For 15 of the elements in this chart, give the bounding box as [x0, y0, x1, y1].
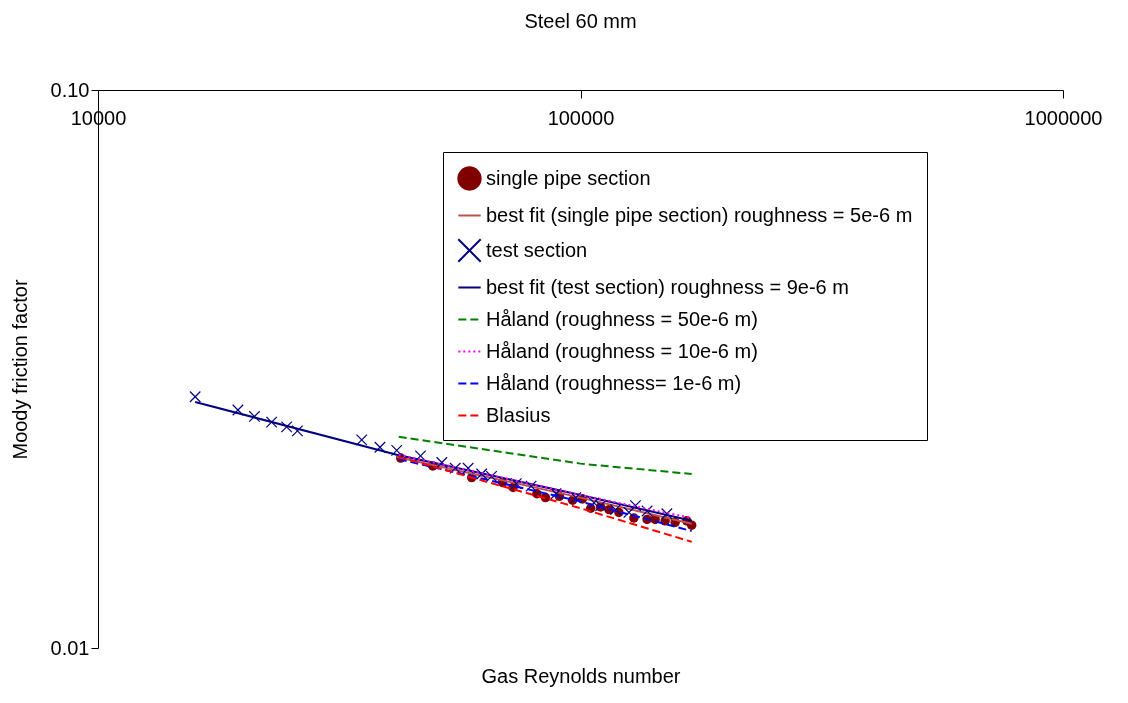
y-tick-label: 0.10	[50, 78, 90, 101]
x-tick-label: 1000000	[1024, 106, 1103, 129]
legend-label: Blasius	[486, 403, 551, 426]
legend-label: test section	[486, 238, 588, 261]
legend-label: Håland (roughness = 10e-6 m)	[486, 339, 758, 362]
legend-label: best fit (single pipe section) roughness = 5e-6 m	[486, 203, 913, 226]
chart-title: Steel 60 mm	[524, 10, 637, 32]
x-axis-title: Gas Reynolds number	[481, 664, 681, 687]
x-tick-label: 100000	[547, 106, 615, 129]
legend-label: Håland (roughness = 50e-6 m)	[486, 307, 758, 330]
legend-label: Håland (roughness= 1e-6 m)	[486, 371, 742, 394]
legend-label: best fit (test section) roughness = 9e-6 m	[486, 275, 849, 298]
legend-label: single pipe section	[486, 166, 651, 189]
y-tick-label: 0.01	[50, 636, 90, 659]
y-axis-title: Moody friction factor	[8, 279, 31, 460]
